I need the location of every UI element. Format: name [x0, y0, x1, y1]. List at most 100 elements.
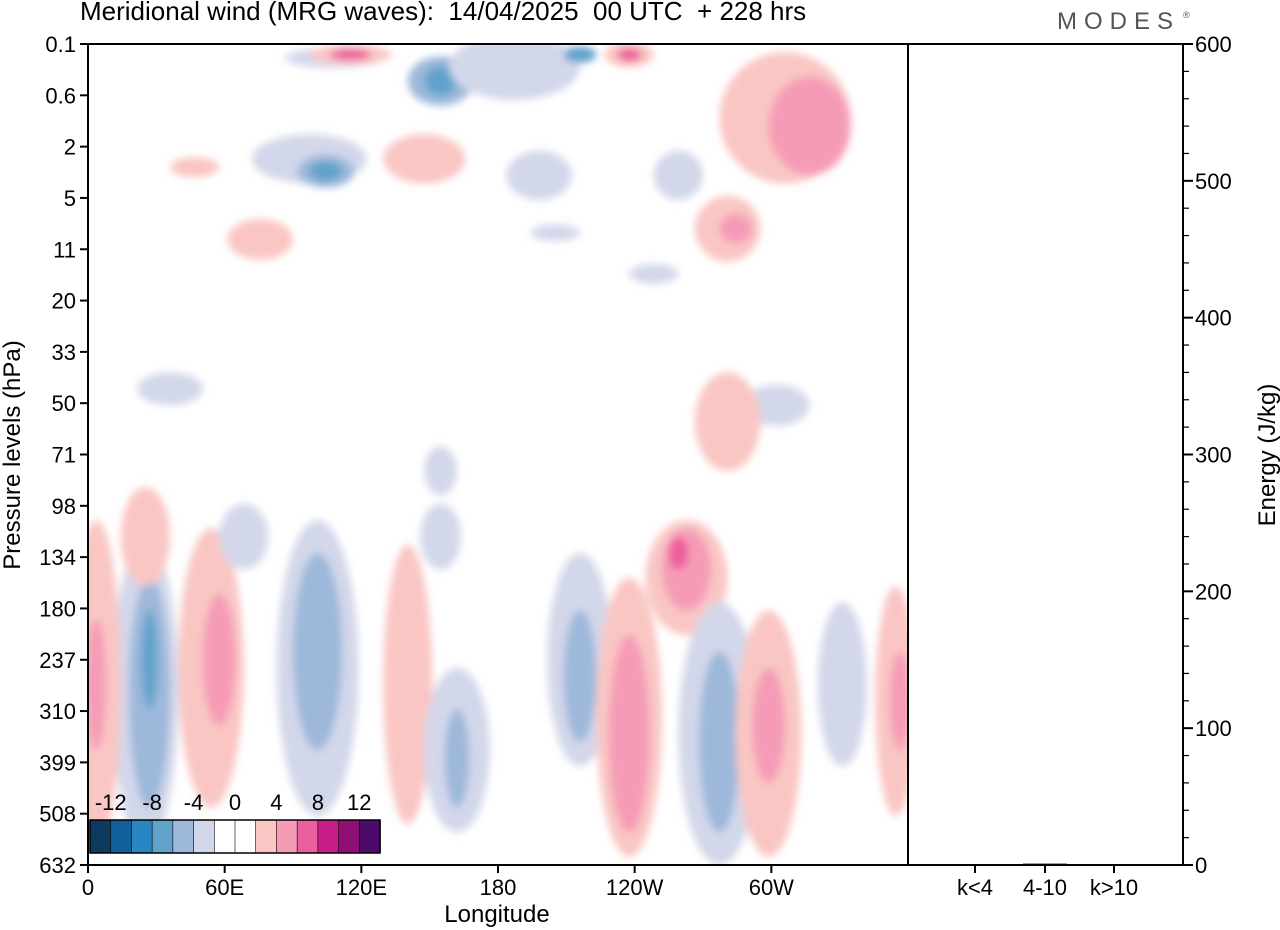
- positive-contour: [88, 618, 107, 751]
- negative-contour: [141, 610, 158, 710]
- negative-contour: [563, 610, 597, 742]
- positive-contour: [170, 157, 220, 178]
- positive-contour: [662, 528, 712, 611]
- y-axis-title: Pressure levels (hPa): [0, 340, 26, 569]
- positive-contour: [202, 594, 236, 726]
- energy-tick-label: 400: [1195, 306, 1232, 331]
- energy-category-label: k<4: [957, 875, 993, 900]
- positive-contour: [889, 651, 908, 751]
- colorbar-labels: -12 -8 -4 0 4 8 12: [95, 790, 372, 815]
- negative-contour: [506, 150, 572, 200]
- negative-contour: [744, 384, 810, 426]
- y-tick-label: 237: [39, 648, 76, 673]
- energy-tick-label: 200: [1195, 579, 1232, 604]
- positive-contour: [694, 372, 761, 471]
- positive-contour: [383, 134, 466, 184]
- colorbar-cell: [358, 819, 381, 854]
- energy-frame: [907, 43, 1184, 866]
- y-tick-label: 180: [39, 596, 76, 621]
- colorbar-cell: [193, 819, 215, 854]
- positive-contour: [383, 544, 433, 824]
- negative-contour: [424, 66, 457, 96]
- energy-tick-label: 0: [1195, 853, 1207, 878]
- colorbar-cell: [296, 819, 319, 854]
- colorbar-cells: [89, 819, 381, 854]
- x-axis-ticks: 0 60E 120E 180 120W 60W: [82, 865, 794, 900]
- brand-logo: MODES: [1057, 8, 1181, 35]
- colorbar-label: 12: [347, 790, 371, 815]
- negative-contour: [563, 46, 597, 63]
- energy-axis-title: Energy (J/kg): [1254, 384, 1280, 527]
- negative-contour: [309, 161, 343, 182]
- energy-category-labels: k<4 4-10 k>10: [957, 865, 1138, 900]
- y-axis-ticks: 0.1 0.6 2 5 11 20 33 50 71 98 134 180 237 310 399 508 63…: [39, 32, 88, 878]
- y-tick-label: 310: [39, 699, 76, 724]
- positive-contour: [719, 213, 753, 244]
- negative-contour: [698, 651, 740, 833]
- negative-contour: [219, 503, 269, 570]
- energy-tick-label: 100: [1195, 716, 1232, 741]
- y-tick-label: 98: [52, 494, 76, 519]
- colorbar-label: -12: [95, 790, 127, 815]
- negative-contour: [420, 503, 462, 570]
- brand-registered-mark: ®: [1183, 10, 1190, 20]
- colorbar-label: 4: [270, 790, 282, 815]
- colorbar-cell: [255, 819, 278, 854]
- positive-contour: [608, 635, 650, 833]
- energy-tick-label: 600: [1195, 32, 1232, 57]
- x-tick-label: 60W: [749, 875, 794, 900]
- colorbar-cell: [172, 819, 195, 854]
- negative-contour: [444, 709, 470, 808]
- contour-blobs: [88, 44, 908, 865]
- colorbar-frame: [89, 819, 381, 854]
- energy-category-label: k>10: [1090, 875, 1138, 900]
- x-tick-label: 120E: [336, 875, 387, 900]
- y-tick-label: 20: [52, 289, 76, 314]
- y-tick-label: 50: [52, 391, 76, 416]
- y-tick-label: 508: [39, 802, 76, 827]
- y-tick-label: 5: [64, 186, 76, 211]
- negative-contour: [137, 372, 203, 406]
- x-tick-label: 180: [480, 875, 517, 900]
- colorbar-label: -4: [184, 790, 204, 815]
- contour-field: [88, 44, 908, 865]
- positive-contour: [768, 76, 851, 176]
- colorbar-label: -8: [142, 790, 162, 815]
- energy-panel: 0 100 200 300 400 500 600 k<4 4-10 k>10: [907, 32, 1232, 900]
- negative-contour: [424, 446, 457, 496]
- energy-tick-label: 500: [1195, 169, 1232, 194]
- colorbar-cell: [110, 819, 133, 854]
- colorbar-cell: [338, 819, 360, 854]
- colorbar-cell: [276, 819, 298, 854]
- y-tick-label: 0.1: [45, 32, 76, 57]
- colorbar: -12 -8 -4 0 4 8 12: [89, 790, 381, 854]
- y-tick-label: 399: [39, 750, 76, 775]
- colorbar-cell: [317, 819, 340, 854]
- colorbar-label: 0: [229, 790, 241, 815]
- y-tick-label: 11: [53, 237, 76, 262]
- y-tick-label: 33: [52, 340, 76, 365]
- energy-bar: [1023, 863, 1067, 865]
- positive-contour: [120, 487, 170, 586]
- colorbar-cell: [89, 819, 112, 854]
- negative-contour: [817, 602, 868, 767]
- energy-category-label: 4-10: [1023, 875, 1067, 900]
- colorbar-cell: [151, 819, 174, 854]
- negative-contour: [530, 224, 581, 242]
- negative-contour: [293, 553, 343, 751]
- positive-contour: [616, 48, 642, 62]
- colorbar-cell: [213, 819, 236, 854]
- y-tick-label: 2: [64, 135, 76, 160]
- positive-contour: [752, 667, 785, 783]
- colorbar-cell: [234, 819, 257, 854]
- energy-axis-ticks: 0 100 200 300 400 500 600: [1183, 32, 1232, 878]
- chart-title: Meridional wind (MRG waves): 14/04/2025 …: [80, 0, 807, 26]
- y-tick-label: 0.6: [45, 83, 76, 108]
- negative-contour: [448, 44, 580, 100]
- positive-contour: [668, 536, 689, 570]
- positive-contour: [227, 218, 293, 260]
- negative-contour: [629, 264, 679, 284]
- x-tick-label: 0: [82, 875, 94, 900]
- heatmap-panel: 0.1 0.6 2 5 11 20 33 50 71 98 134 180 237 310 399 508 63…: [39, 32, 909, 900]
